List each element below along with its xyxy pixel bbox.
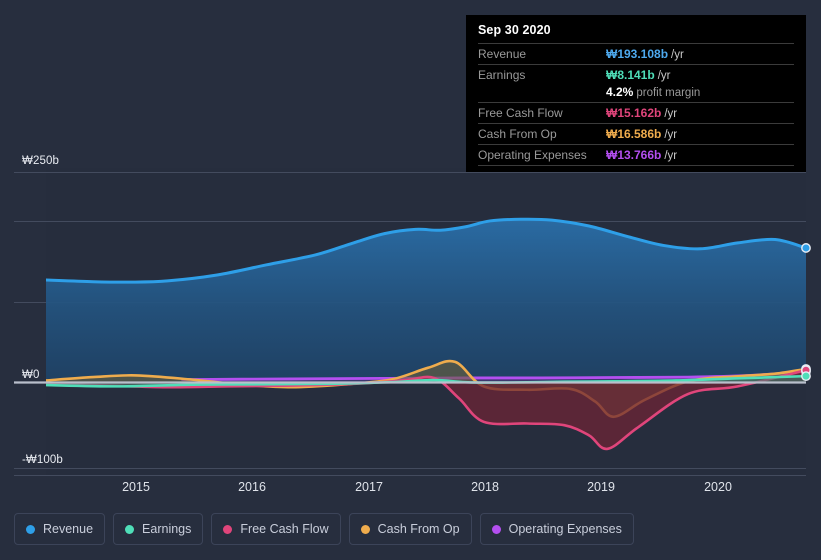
tooltip-unit-cash-from-op: /yr — [664, 129, 678, 141]
tooltip-value-cash-from-op: ₩16.586b — [606, 127, 662, 141]
tooltip-row-earnings: Earnings ₩8.141b /yr — [478, 64, 794, 85]
chart-legend: Revenue Earnings Free Cash Flow Cash Fro… — [14, 513, 634, 545]
legend-item-cash-from-op[interactable]: Cash From Op — [348, 513, 472, 545]
tooltip-row-free-cash-flow: Free Cash Flow ₩15.162b /yr — [478, 102, 794, 123]
legend-dot-icon-revenue — [26, 524, 35, 534]
legend-item-earnings[interactable]: Earnings — [113, 513, 204, 545]
y-axis-label-top: ₩250b — [22, 155, 59, 167]
tooltip-label-free-cash-flow: Free Cash Flow — [478, 106, 563, 120]
tooltip-unit-free-cash-flow: /yr — [664, 108, 678, 120]
x-axis-label-2019: 2019 — [587, 480, 615, 494]
y-axis-label-zero: ₩0 — [22, 369, 40, 381]
y-axis-label-bottom: -₩100b — [22, 454, 63, 466]
series-line-free-cash-flow — [46, 368, 806, 451]
x-axis-label-2017: 2017 — [355, 480, 383, 494]
x-axis-label-2015: 2015 — [122, 480, 150, 494]
x-axis-label-2020: 2020 — [704, 480, 732, 494]
tooltip-unit-revenue: /yr — [671, 49, 684, 61]
legend-dot-icon-earnings — [125, 524, 135, 534]
tooltip-label-revenue: Revenue — [478, 47, 527, 61]
data-tooltip: Sep 30 2020 Revenue ₩193.108b /yr Earnin… — [466, 15, 806, 172]
endpoint-markers — [801, 243, 811, 382]
legend-label-operating-expenses: Operating Expenses — [508, 522, 622, 536]
tooltip-label-earnings: Earnings — [478, 68, 526, 82]
series-line-earnings — [46, 374, 806, 388]
tooltip-row-operating-expenses: Operating Expenses ₩13.766b /yr — [478, 144, 794, 165]
endpoint-marker-earnings — [801, 371, 811, 382]
legend-dot-icon-cash-from-op — [360, 524, 370, 534]
tooltip-label-operating-expenses: Operating Expenses — [478, 148, 587, 162]
tooltip-value-revenue: ₩193.108b — [606, 47, 669, 61]
legend-label-earnings: Earnings — [142, 522, 192, 536]
tooltip-row-profit-margin: 4.2% profit margin — [478, 85, 794, 102]
tooltip-label-cash-from-op: Cash From Op — [478, 127, 557, 141]
x-axis-label-2016: 2016 — [238, 480, 266, 494]
tooltip-text-profit-margin: profit margin — [636, 87, 701, 99]
series-line-revenue — [46, 217, 806, 284]
legend-label-revenue: Revenue — [43, 522, 94, 536]
legend-label-cash-from-op: Cash From Op — [377, 522, 460, 536]
tooltip-value-operating-expenses: ₩13.766b — [606, 148, 662, 162]
tooltip-row-revenue: Revenue ₩193.108b /yr — [478, 43, 794, 64]
tooltip-value-earnings: ₩8.141b — [606, 68, 655, 82]
tooltip-row-cash-from-op: Cash From Op ₩16.586b /yr — [478, 123, 794, 144]
legend-label-free-cash-flow: Free Cash Flow — [240, 522, 329, 536]
legend-item-operating-expenses[interactable]: Operating Expenses — [479, 513, 634, 545]
legend-dot-icon-free-cash-flow — [223, 524, 233, 534]
tooltip-unit-operating-expenses: /yr — [664, 150, 678, 162]
series-layer — [46, 217, 806, 451]
series-area-revenue — [46, 219, 806, 383]
tooltip-footer-rule — [478, 165, 794, 168]
legend-dot-icon-operating-expenses — [491, 524, 501, 534]
tooltip-value-free-cash-flow: ₩15.162b — [606, 106, 662, 120]
tooltip-date: Sep 30 2020 — [478, 23, 551, 37]
tooltip-unit-earnings: /yr — [657, 70, 671, 82]
x-axis-label-2018: 2018 — [471, 480, 499, 494]
series-area-free-cash-flow — [46, 370, 806, 449]
legend-item-revenue[interactable]: Revenue — [14, 513, 106, 545]
endpoint-marker-revenue — [801, 243, 811, 253]
tooltip-value-profit-margin: 4.2% — [606, 85, 634, 99]
legend-item-free-cash-flow[interactable]: Free Cash Flow — [211, 513, 341, 545]
